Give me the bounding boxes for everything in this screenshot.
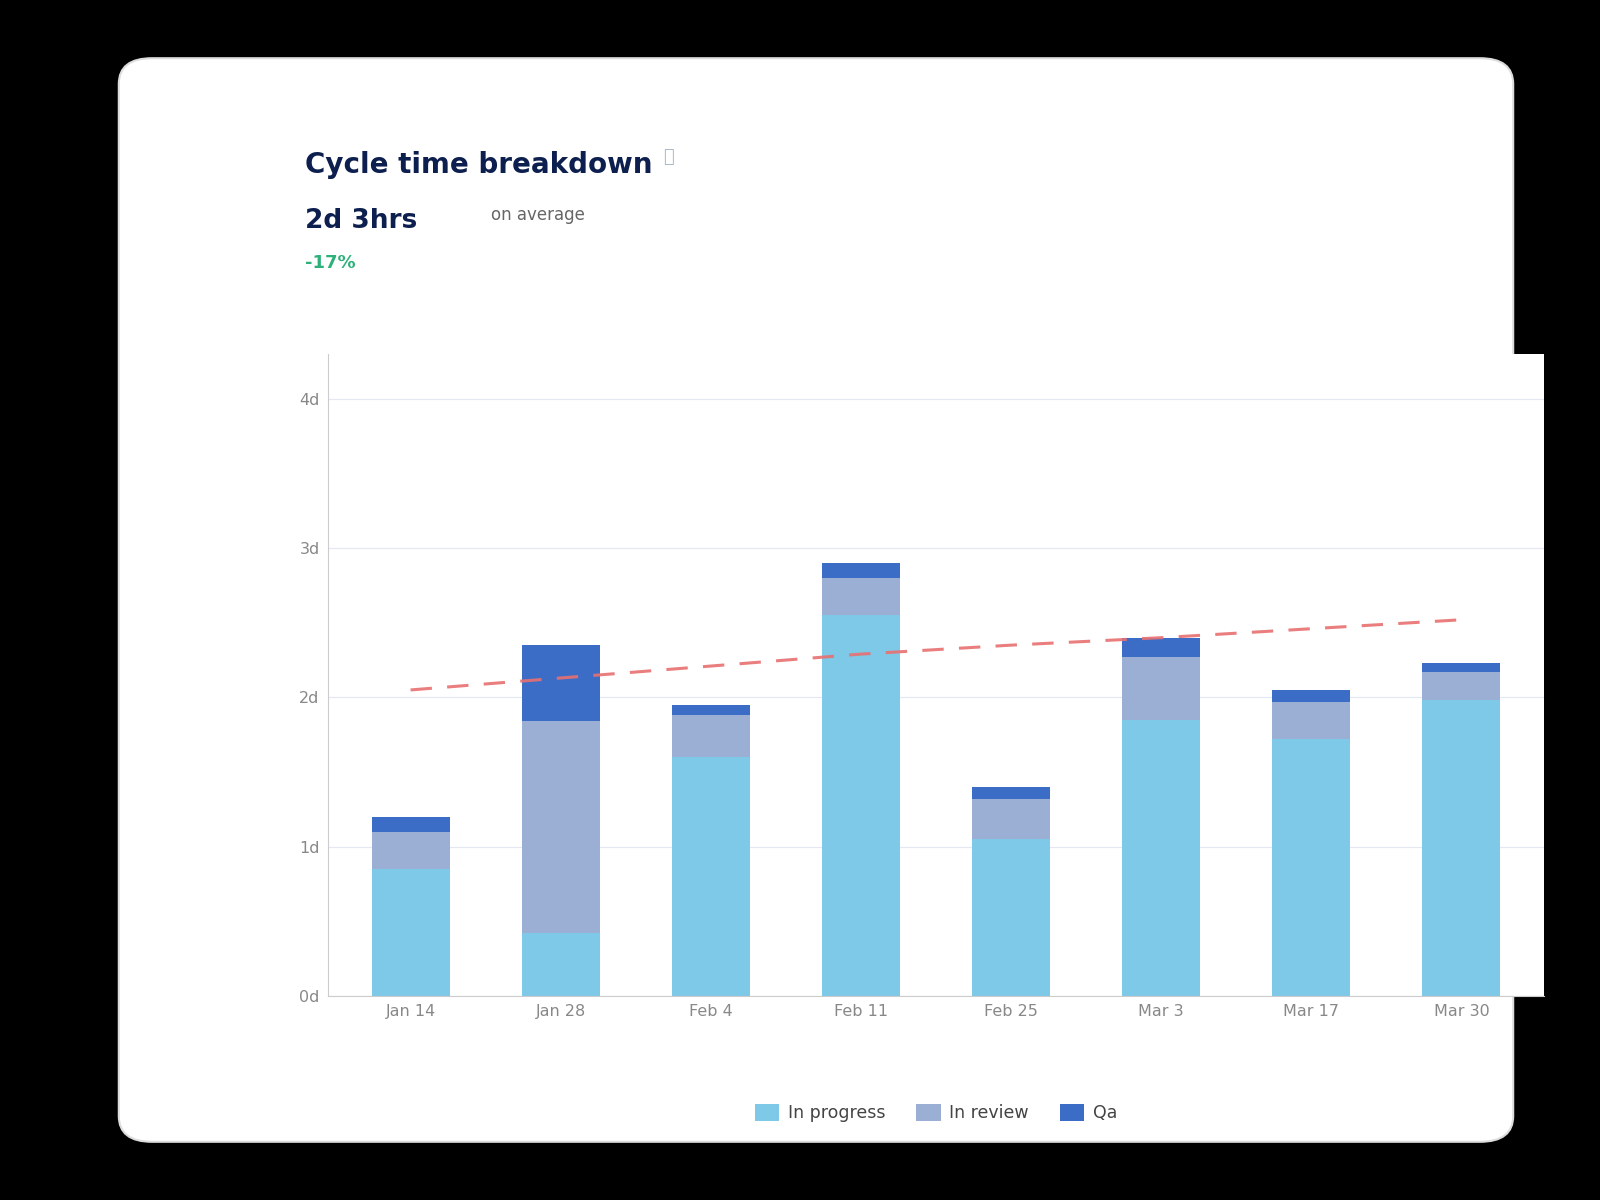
Bar	[1422, 672, 1501, 701]
Bar	[973, 787, 1050, 799]
Bar	[1122, 637, 1200, 658]
Bar	[1122, 658, 1200, 720]
Bar	[973, 799, 1050, 839]
Bar	[371, 832, 450, 869]
Bar	[672, 715, 750, 757]
Bar	[973, 839, 1050, 996]
Bar	[522, 646, 600, 721]
Text: Cycle time breakdown: Cycle time breakdown	[304, 151, 653, 179]
Bar	[1422, 664, 1501, 672]
Legend: In progress, In review, Qa: In progress, In review, Qa	[755, 1104, 1117, 1122]
Bar	[822, 578, 899, 616]
Bar	[672, 757, 750, 996]
Bar	[1122, 720, 1200, 996]
Bar	[1272, 702, 1350, 739]
Bar	[522, 721, 600, 934]
Bar	[672, 704, 750, 715]
Bar	[1422, 701, 1501, 996]
Bar	[822, 616, 899, 996]
FancyBboxPatch shape	[118, 58, 1514, 1142]
Text: on average: on average	[491, 205, 584, 223]
Bar	[371, 817, 450, 832]
Bar	[822, 563, 899, 578]
Bar	[522, 934, 600, 996]
Text: -17%: -17%	[304, 254, 355, 272]
Bar	[1272, 739, 1350, 996]
Bar	[1272, 690, 1350, 702]
Text: ⓘ: ⓘ	[664, 148, 674, 166]
Bar	[371, 869, 450, 996]
Text: 2d 3hrs: 2d 3hrs	[304, 208, 418, 234]
